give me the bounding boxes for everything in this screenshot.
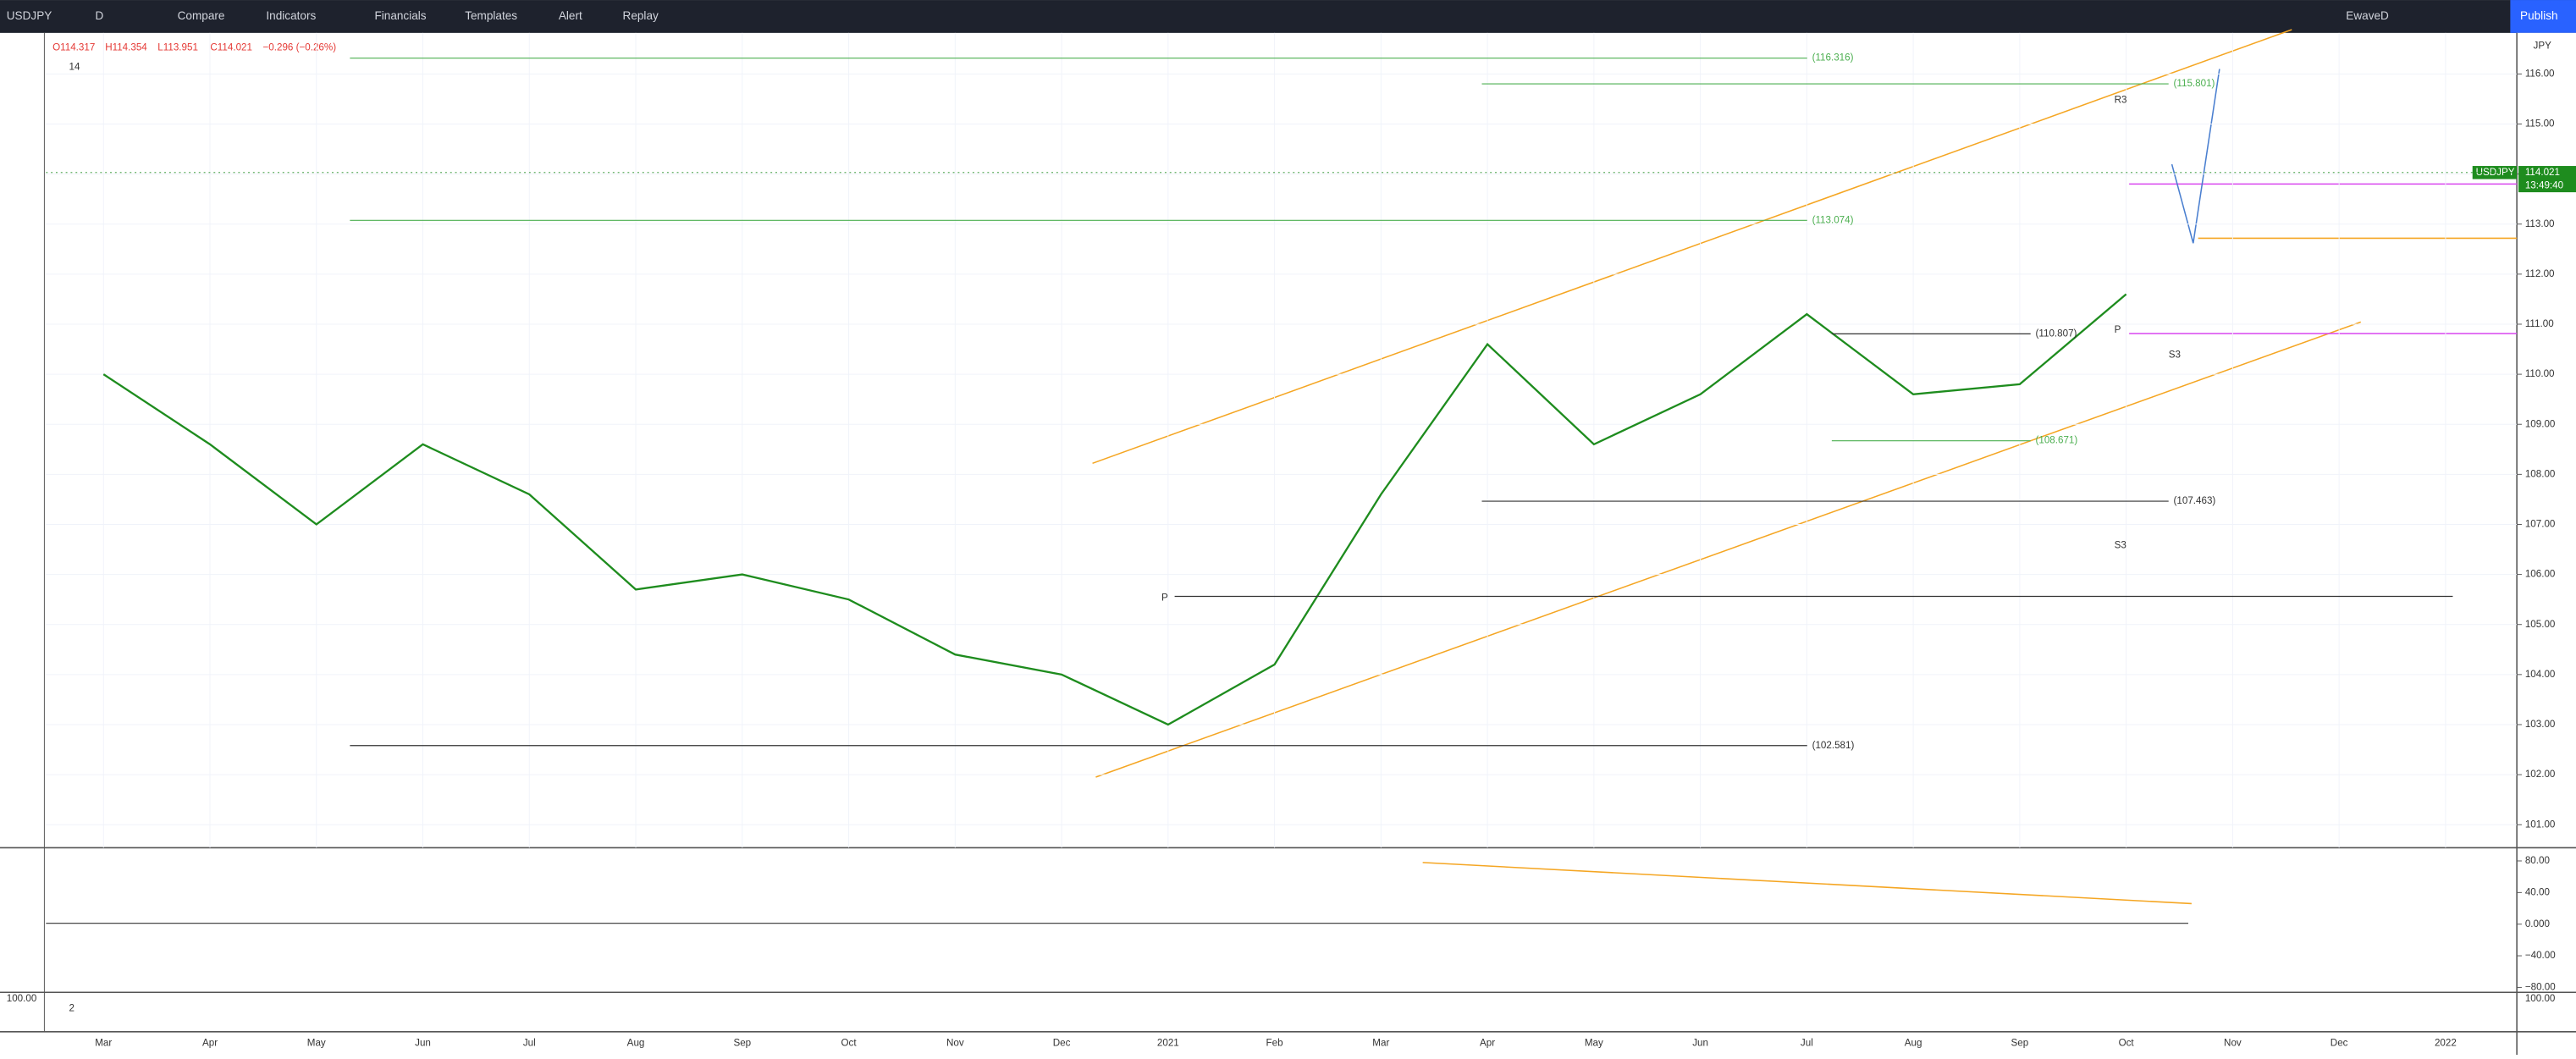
- level-label: (110.807): [2036, 328, 2077, 339]
- x-tick-label: Dec: [1053, 1037, 1071, 1048]
- level-label: (107.463): [2174, 495, 2216, 506]
- x-tick-label: Feb: [1266, 1037, 1283, 1048]
- x-tick-label: Jul: [1801, 1037, 1813, 1048]
- level-label: (102.581): [1812, 740, 1855, 751]
- x-tick-label: May: [1585, 1037, 1603, 1048]
- price-tag: [2518, 166, 2576, 193]
- y-tick-label: 102.00: [2525, 769, 2556, 780]
- x-tick-label: May: [307, 1037, 326, 1048]
- price-line: [102, 293, 2127, 726]
- y-tick-label: 80.00: [2525, 855, 2551, 866]
- pivot-marker: S3: [2115, 539, 2126, 550]
- level-label: (115.801): [2174, 78, 2215, 89]
- ohlc-value: L113.951: [157, 41, 198, 52]
- x-tick-label: Oct: [841, 1037, 858, 1048]
- pane-tick: 100.00: [2525, 993, 2556, 1004]
- x-tick-label: Nov: [946, 1037, 964, 1048]
- legend-count: 14: [69, 62, 80, 73]
- ohlc-value: −0.296 (−0.26%): [263, 41, 337, 52]
- y-tick-label: 101.00: [2525, 819, 2556, 830]
- y-tick-label: −40.00: [2525, 950, 2556, 961]
- x-tick-label: Jun: [1692, 1037, 1708, 1048]
- y-tick-label: 108.00: [2525, 468, 2556, 479]
- tag-symbol: USDJPY: [2476, 167, 2515, 178]
- toolbar-button[interactable]: Compare: [178, 9, 225, 22]
- pane-count: 2: [69, 1003, 74, 1014]
- tag-price: 114.021: [2525, 167, 2560, 178]
- toolbar: [0, 0, 2576, 33]
- x-tick-label: Sep: [733, 1037, 751, 1048]
- x-tick-label: Apr: [1480, 1037, 1495, 1048]
- y-tick-label: 105.00: [2525, 619, 2556, 630]
- channel-line: [1095, 321, 2362, 778]
- x-tick-label: Sep: [2011, 1037, 2029, 1048]
- x-tick-label: Apr: [202, 1037, 218, 1048]
- symbol[interactable]: USDJPY: [7, 9, 52, 22]
- x-tick-label: Oct: [2119, 1037, 2135, 1048]
- y-tick-label: 109.00: [2525, 418, 2556, 429]
- x-tick-label: Mar: [95, 1037, 112, 1048]
- y-tick-label: 115.00: [2525, 119, 2555, 130]
- publish-button[interactable]: [2510, 0, 2576, 33]
- pivot-marker: P: [1161, 593, 1168, 604]
- oscillator-trendline: [1422, 862, 2192, 905]
- wave-projection: [2171, 69, 2220, 244]
- x-tick-label: 2021: [1157, 1037, 1179, 1048]
- publish[interactable]: Publish: [2520, 9, 2558, 22]
- ohlc-value: C114.021: [210, 41, 252, 52]
- toolbar-button[interactable]: Financials: [374, 9, 426, 22]
- y-tick-label: 0.000: [2525, 918, 2551, 929]
- x-tick-label: Mar: [1372, 1037, 1389, 1048]
- tag-countdown: 13:49:40: [2525, 179, 2564, 190]
- ohlc-value: O114.317: [52, 41, 95, 52]
- y-tick-label: 40.00: [2525, 886, 2551, 897]
- y-tick-label: 107.00: [2525, 519, 2556, 530]
- toolbar-button[interactable]: Alert: [559, 9, 582, 22]
- y-tick-label: 106.00: [2525, 569, 2556, 580]
- y-tick-label: −80.00: [2525, 982, 2556, 993]
- y-tick-label: 112.00: [2525, 268, 2555, 279]
- layout-name[interactable]: EwaveD: [2346, 9, 2389, 22]
- toolbar-button[interactable]: Replay: [623, 9, 659, 22]
- level-label: (108.671): [2036, 435, 2078, 446]
- y-tick-label: 111.00: [2525, 318, 2554, 329]
- interval[interactable]: D: [96, 9, 104, 22]
- ohlc-value: H114.354: [105, 41, 147, 52]
- x-tick-label: Aug: [1905, 1037, 1922, 1048]
- y-tick-label: 110.00: [2525, 368, 2555, 379]
- toolbar-button[interactable]: Templates: [465, 9, 517, 22]
- level-label: (116.316): [1812, 52, 1854, 63]
- currency[interactable]: JPY: [2534, 40, 2552, 51]
- pivot-marker: P: [2115, 324, 2121, 335]
- x-tick-label: Nov: [2224, 1037, 2242, 1048]
- toolbar-button[interactable]: Indicators: [266, 9, 316, 22]
- x-tick-label: 2022: [2435, 1037, 2457, 1048]
- pivot-marker: S3: [2169, 349, 2181, 360]
- y-tick-label: 116.00: [2525, 68, 2555, 79]
- x-tick-label: Aug: [627, 1037, 645, 1048]
- x-tick-label: Jul: [523, 1037, 536, 1048]
- y-tick-label: 113.00: [2525, 218, 2555, 229]
- y-tick-label: 103.00: [2525, 719, 2556, 730]
- channel-line: [1092, 29, 2292, 465]
- pane-tick-left: 100.00: [7, 993, 37, 1004]
- x-tick-label: Jun: [415, 1037, 431, 1048]
- x-tick-label: Dec: [2331, 1037, 2348, 1048]
- y-tick-label: 104.00: [2525, 669, 2556, 680]
- symbol-tag: [2472, 166, 2518, 179]
- level-label: (113.074): [1812, 214, 1854, 225]
- price-axis: [2517, 32, 2576, 1055]
- pivot-marker: R3: [2115, 94, 2127, 105]
